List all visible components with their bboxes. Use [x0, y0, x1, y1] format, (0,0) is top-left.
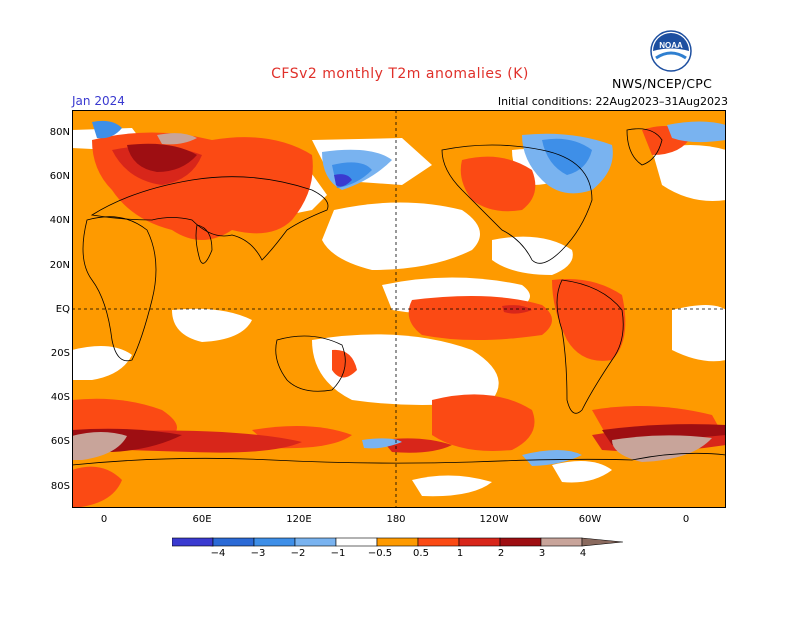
- lat-label: 60N: [49, 171, 70, 182]
- initial-conditions: Initial conditions: 22Aug2023–31Aug2023: [497, 95, 728, 108]
- lon-label: 60E: [192, 514, 212, 525]
- lon-label: 180: [386, 514, 406, 525]
- colorbar-swatch: [417, 537, 460, 547]
- logo-text: NOAA: [659, 41, 683, 50]
- colorbar-label: 1: [456, 548, 464, 559]
- cool-regions: [92, 120, 726, 466]
- lat-label: 40S: [50, 392, 70, 403]
- lat-label: 20N: [49, 260, 70, 271]
- colorbar-label: −2: [290, 548, 306, 559]
- colorbar-swatch: [294, 537, 337, 547]
- colorbar-swatch: [540, 537, 583, 547]
- forecast-month: Jan 2024: [72, 94, 125, 108]
- colorbar-label: −4: [210, 548, 226, 559]
- anomaly-map: [72, 110, 726, 508]
- lat-label: EQ: [55, 304, 70, 315]
- coastlines: [72, 128, 726, 466]
- lat-label: 80N: [49, 127, 70, 138]
- colorbar-label: 4: [579, 548, 587, 559]
- lon-label: 0: [100, 514, 108, 525]
- colorbar-label: −1: [330, 548, 346, 559]
- lon-label: 0: [682, 514, 690, 525]
- lon-label: 120W: [479, 514, 509, 525]
- noaa-logo: NOAA: [650, 30, 692, 72]
- chart-title: CFSv2 monthly T2m anomalies (K): [271, 66, 529, 82]
- lat-label: 20S: [50, 348, 70, 359]
- colorbar-swatch: [172, 537, 214, 547]
- colorbar-label: 3: [538, 548, 546, 559]
- colorbar-label: 2: [497, 548, 505, 559]
- colorbar-label: −3: [250, 548, 266, 559]
- lat-label: 40N: [49, 215, 70, 226]
- colorbar-swatch: [212, 537, 255, 547]
- colorbar-label: 0.5: [413, 548, 429, 559]
- agency-label: NWS/NCEP/CPC: [612, 76, 713, 91]
- colorbar-swatch: [335, 537, 378, 547]
- lat-label: 80S: [50, 481, 70, 492]
- lat-label: 60S: [50, 436, 70, 447]
- lon-label: 60W: [578, 514, 602, 525]
- colorbar-swatch: [376, 537, 419, 547]
- lon-label: 120E: [286, 514, 312, 525]
- warm-4-regions: [72, 133, 712, 462]
- colorbar: [172, 537, 624, 547]
- colorbar-swatch: [581, 537, 624, 547]
- colorbar-label: −0.5: [367, 548, 393, 559]
- colorbar-swatch: [253, 537, 296, 547]
- colorbar-swatch: [458, 537, 501, 547]
- colorbar-swatch: [499, 537, 542, 547]
